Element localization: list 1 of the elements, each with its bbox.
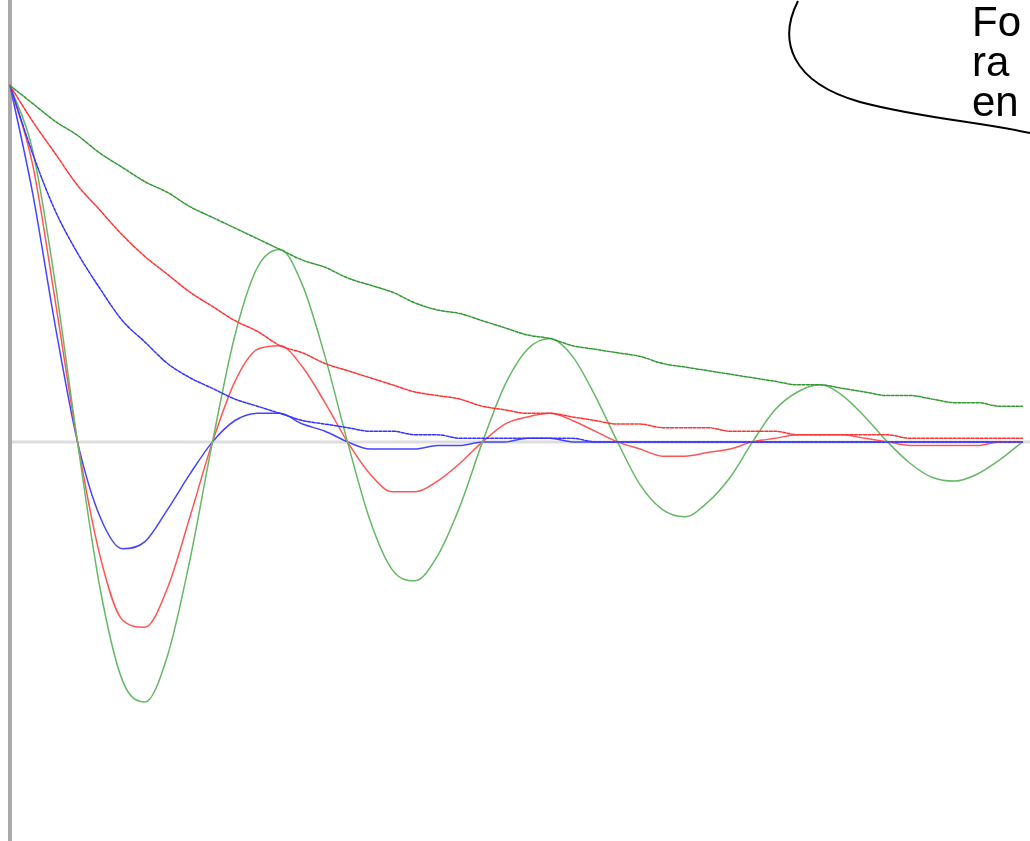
annotation: Fo ra en <box>972 0 1022 125</box>
